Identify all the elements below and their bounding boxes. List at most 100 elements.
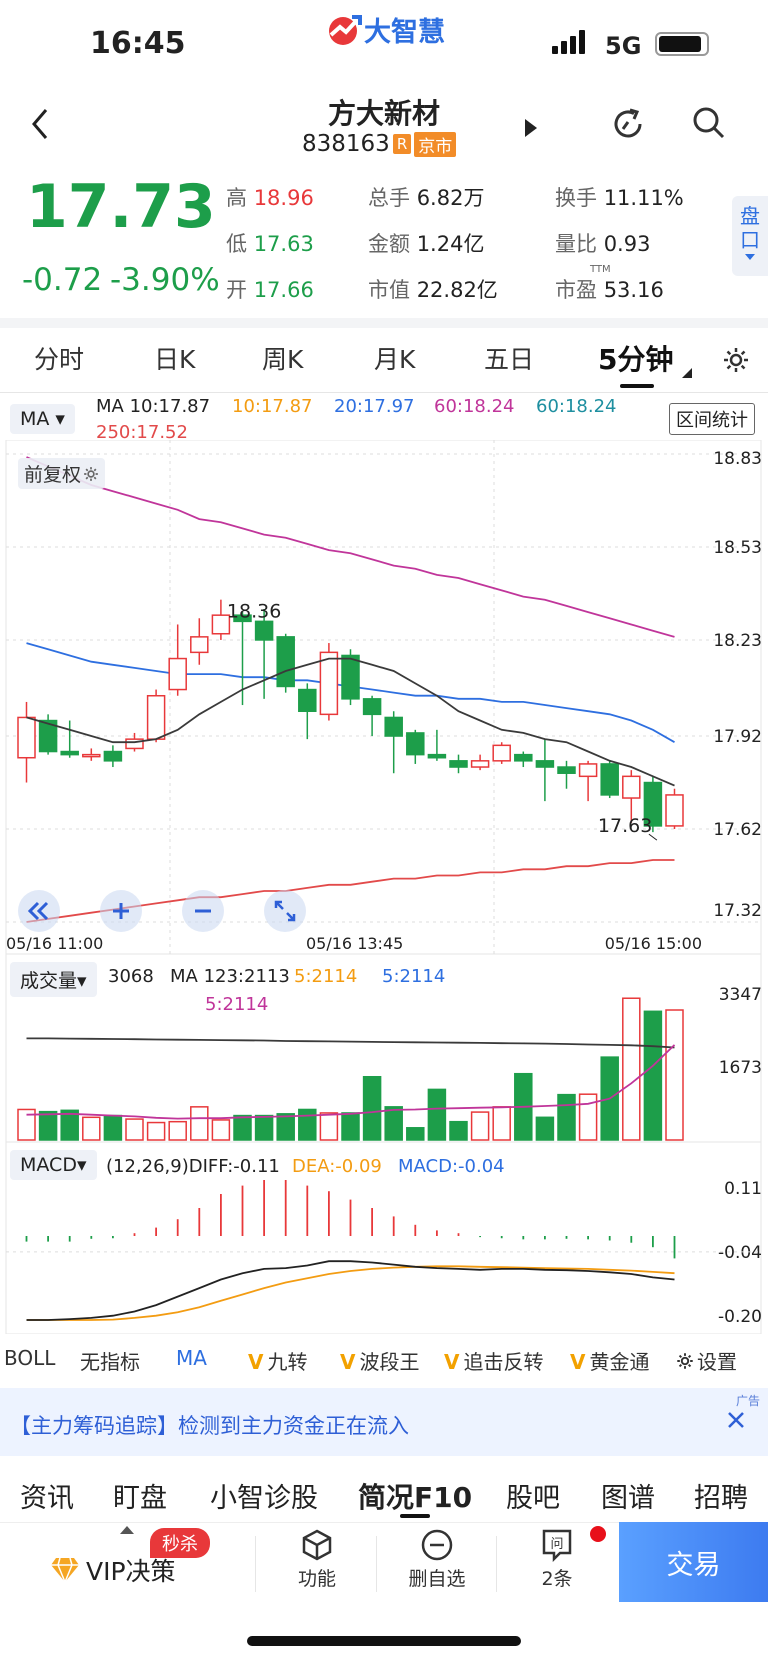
zoom-in-button[interactable]	[100, 890, 142, 932]
nav-tab-forum[interactable]: 股吧	[506, 1483, 560, 1514]
remove-watchlist-button[interactable]: 删自选	[382, 1524, 492, 1591]
value-turnover: 11.11%	[603, 186, 684, 210]
back-button[interactable]	[26, 106, 56, 142]
volume-ma-a: 5:2114	[294, 966, 358, 987]
tab-week-k[interactable]: 周K	[262, 345, 304, 374]
y-tick-label: 17.32	[713, 901, 762, 921]
macd-chart[interactable]: 0.11 -0.04 -0.20	[0, 1142, 768, 1334]
search-icon	[693, 107, 725, 139]
v-icon: V	[248, 1350, 264, 1374]
candle-body	[492, 744, 511, 762]
y-tick-label: 17.62	[713, 820, 762, 840]
tab-day-k[interactable]: 日K	[154, 345, 196, 374]
handicap-side-button[interactable]: 盘口	[732, 196, 768, 276]
fq-button[interactable]: 前复权	[18, 458, 106, 489]
tab-month-k[interactable]: 月K	[374, 345, 416, 374]
v-icon: V	[570, 1350, 586, 1374]
ad-banner[interactable]: 【主力筹码追踪】检测到主力资金正在流入 广告	[0, 1388, 768, 1456]
indicator-boll[interactable]: BOLL	[4, 1346, 56, 1370]
ad-close-button[interactable]	[726, 1410, 746, 1434]
volume-bar	[622, 997, 641, 1141]
nav-tab-news[interactable]: 资讯	[20, 1483, 74, 1514]
volume-dropdown[interactable]: 成交量▾	[10, 962, 97, 997]
indicator-zhuiji-label: 追击反转	[463, 1350, 544, 1374]
cube-icon	[302, 1529, 332, 1561]
volume-bar	[233, 1114, 252, 1141]
indicator-settings[interactable]: 设置	[676, 1346, 737, 1375]
tab-5min[interactable]: 5分钟	[598, 343, 674, 376]
function-button[interactable]: 功能	[262, 1524, 372, 1591]
volume-bar	[643, 1010, 663, 1141]
zoom-out-button[interactable]	[182, 890, 224, 932]
ma-dropdown-label: MA	[20, 408, 50, 430]
close-icon	[728, 1412, 744, 1428]
value-mcap: 22.82亿	[416, 278, 498, 302]
label-open: 开	[226, 278, 247, 302]
fullscreen-button[interactable]	[264, 890, 306, 932]
volume-bar	[362, 1075, 382, 1141]
vip-button[interactable]: VIP决策	[50, 1552, 176, 1588]
ad-tag: 广告	[736, 1394, 761, 1408]
badge-market: 京市	[414, 131, 457, 157]
tab-five-day[interactable]: 五日	[484, 345, 535, 374]
nav-tab-graph[interactable]: 图谱	[601, 1483, 655, 1514]
candle-body	[557, 766, 576, 774]
volume-bar	[427, 1088, 447, 1141]
chart-settings-button[interactable]	[722, 346, 750, 378]
ask-label: 2条	[541, 1568, 573, 1590]
macd-dropdown[interactable]: MACD▾	[10, 1150, 97, 1180]
volume-bar	[406, 1127, 425, 1141]
interval-stat-button[interactable]: 区间统计	[669, 403, 755, 435]
network-type: 5G	[605, 32, 642, 60]
macd-tick-label: -0.04	[718, 1243, 762, 1263]
nav-tab-jobs[interactable]: 招聘	[694, 1483, 748, 1514]
notification-dot	[590, 1526, 606, 1542]
indicator-boduanwang[interactable]: V 波段王	[340, 1346, 419, 1375]
pe-ttm-sup: TTM	[590, 264, 611, 275]
battery-icon	[655, 32, 709, 56]
candle-body	[622, 775, 641, 799]
y-tick-label: 18.83	[713, 449, 762, 469]
indicator-ma[interactable]: MA	[176, 1346, 207, 1370]
value-vr: 0.93	[603, 232, 651, 256]
y-tick-label: 18.23	[713, 631, 762, 651]
x-tick-label: 05/16 11:00	[6, 934, 103, 953]
candlestick-chart[interactable]: 18.83 18.53 18.23 17.92 17.62 17.32 18.36 17.63…	[0, 440, 768, 954]
macd-dropdown-label: MACD	[20, 1154, 77, 1176]
search-button[interactable]	[692, 106, 726, 144]
tab-intraday[interactable]: 分时	[34, 345, 85, 374]
nav-tab-watch[interactable]: 盯盘	[113, 1483, 167, 1514]
scroll-left-button[interactable]	[18, 890, 60, 932]
volume-bar	[557, 1093, 576, 1141]
trade-button[interactable]: 交易	[619, 1522, 768, 1602]
candle-body	[427, 753, 447, 759]
volume-bar	[470, 1111, 490, 1141]
ma-dropdown[interactable]: MA ▾	[10, 404, 75, 434]
volume-ma-long-line	[26, 1037, 675, 1049]
stat-open: 开 17.66	[226, 274, 314, 304]
ask-button[interactable]: 问 2条	[502, 1524, 612, 1591]
arrow-up-icon	[120, 1526, 134, 1534]
gear-icon	[724, 348, 748, 372]
indicator-huangjin[interactable]: V 黄金通	[570, 1346, 654, 1375]
badge-r: R	[392, 134, 412, 154]
refresh-button[interactable]	[610, 106, 646, 146]
value-volume: 6.82万	[416, 186, 485, 210]
nav-tab-f10[interactable]: 简况F10	[358, 1481, 473, 1514]
brand-text: 大智慧	[364, 17, 445, 48]
indicator-huangjin-label: 黄金通	[589, 1350, 650, 1374]
ask-icon: 问	[542, 1529, 572, 1562]
macd-params: (12,26,9)DIFF:-0.11	[106, 1156, 280, 1177]
candle-body	[384, 716, 403, 737]
nav-tab-diagnose[interactable]: 小智诊股	[210, 1483, 318, 1514]
indicator-none[interactable]: 无指标	[80, 1350, 140, 1374]
signal-icon	[552, 30, 585, 54]
volume-chart[interactable]: 3347 1673	[0, 954, 768, 1142]
label-low: 低	[226, 232, 247, 256]
volume-tick-label: 3347	[719, 985, 762, 1005]
stock-code: 838163	[302, 131, 390, 157]
indicator-jiuzhuan-label: 九转	[267, 1350, 308, 1374]
indicator-zhuiji[interactable]: V 追击反转	[444, 1346, 543, 1375]
next-stock-button[interactable]	[524, 118, 538, 142]
indicator-jiuzhuan[interactable]: V 九转	[248, 1346, 307, 1375]
